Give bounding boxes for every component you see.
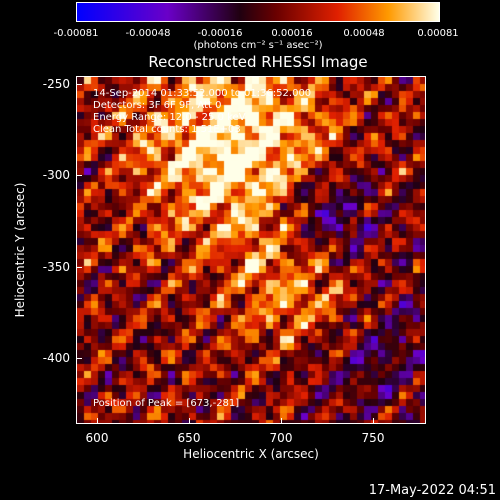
y-tick-400: -400 xyxy=(42,351,70,365)
x-tickmark-700 xyxy=(281,418,282,424)
annotation-clean: Clean Total counts: 1.51E+03 xyxy=(93,124,241,135)
plot-area xyxy=(76,76,426,424)
x-tickmark-600 xyxy=(97,418,98,424)
x-tick-600: 600 xyxy=(85,431,109,445)
annotation-energy: Energy Range: 12.0 - 25.0 keV xyxy=(93,112,246,123)
annotation-detectors: Detectors: 3F 6F 9F, Att 0 xyxy=(93,100,222,111)
y-axis-label: Heliocentric Y (arcsec) xyxy=(13,182,27,318)
heatmap-image xyxy=(77,77,425,423)
y-tickmark-400 xyxy=(76,358,82,359)
colorbar-tick-4: 0.00016 xyxy=(271,28,313,39)
x-tick-700: 700 xyxy=(269,431,293,445)
colorbar-tick-6: 0.00081 xyxy=(417,28,459,39)
y-tickmark-300 xyxy=(76,175,82,176)
y-tick-300: -300 xyxy=(42,168,70,182)
chart-title: Reconstructed RHESSI Image xyxy=(148,53,368,71)
colorbar-tick-1: -0.00081 xyxy=(53,28,99,39)
x-tickmark-650 xyxy=(189,418,190,424)
timestamp: 17-May-2022 04:51 xyxy=(368,483,496,498)
x-axis-label: Heliocentric X (arcsec) xyxy=(183,447,319,461)
y-tick-250: -250 xyxy=(42,77,70,91)
colorbar-tick-3: -0.00016 xyxy=(197,28,243,39)
x-tick-750: 750 xyxy=(361,431,385,445)
annotation-time-range: 14-Sep-2014 01:33:52.000 to 01:36:52.000 xyxy=(93,88,312,99)
y-tick-350: -350 xyxy=(42,260,70,274)
y-tickmark-250 xyxy=(76,84,82,85)
colorbar-tick-2: -0.00048 xyxy=(125,28,171,39)
colorbar-units: (photons cm⁻² s⁻¹ asec⁻²) xyxy=(193,40,323,51)
x-tick-650: 650 xyxy=(177,431,201,445)
annotation-peak: Position of Peak = [673,-281] xyxy=(93,398,240,409)
colorbar xyxy=(76,2,440,22)
x-tickmark-750 xyxy=(373,418,374,424)
colorbar-tick-5: 0.00048 xyxy=(343,28,385,39)
y-tickmark-350 xyxy=(76,267,82,268)
colorbar-gradient xyxy=(77,3,439,21)
